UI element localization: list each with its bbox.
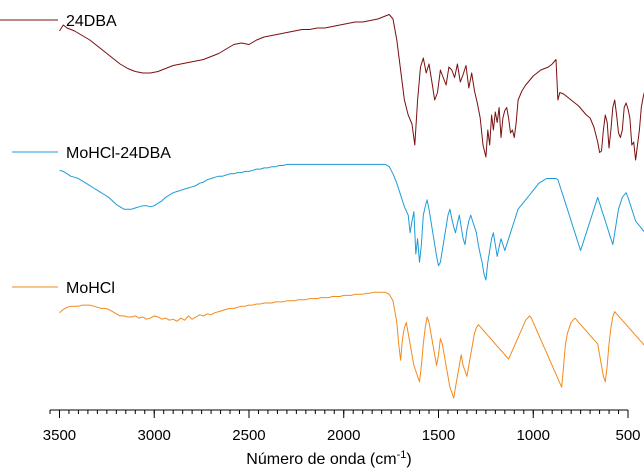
x-axis-title-superscript: -1 — [397, 449, 407, 461]
x-axis-tick-labels: 3500 3000 2500 2000 1500 1000 500 — [43, 427, 641, 444]
series-line-1 — [59, 14, 644, 161]
x-axis-title-main: Número de onda (cm — [246, 451, 396, 468]
legend-label-1: 24DBA — [66, 13, 117, 30]
x-axis: 3500 3000 2500 2000 1500 1000 500 — [43, 409, 641, 444]
x-axis-minor-ticks — [49, 410, 629, 414]
x-tick-label: 2500 — [232, 427, 265, 444]
x-axis-major-ticks — [58, 410, 629, 418]
x-tick-label: 1500 — [422, 427, 455, 444]
legend-label-2: MoHCl-24DBA — [66, 145, 171, 162]
legend: 24DBA MoHCl-24DBA MoHCl — [0, 13, 171, 297]
x-tick-label: 3500 — [43, 427, 76, 444]
series-line-2 — [59, 163, 644, 281]
series-layer — [59, 14, 644, 399]
legend-label-3: MoHCl — [66, 280, 115, 297]
x-axis-title: Número de onda (cm-1) — [246, 449, 411, 468]
series-line-3 — [59, 291, 644, 399]
x-tick-label: 1000 — [517, 427, 550, 444]
x-tick-label: 3000 — [138, 427, 171, 444]
x-axis-title-end: ) — [406, 451, 411, 468]
x-tick-label: 500 — [615, 427, 640, 444]
x-tick-label: 2000 — [327, 427, 360, 444]
